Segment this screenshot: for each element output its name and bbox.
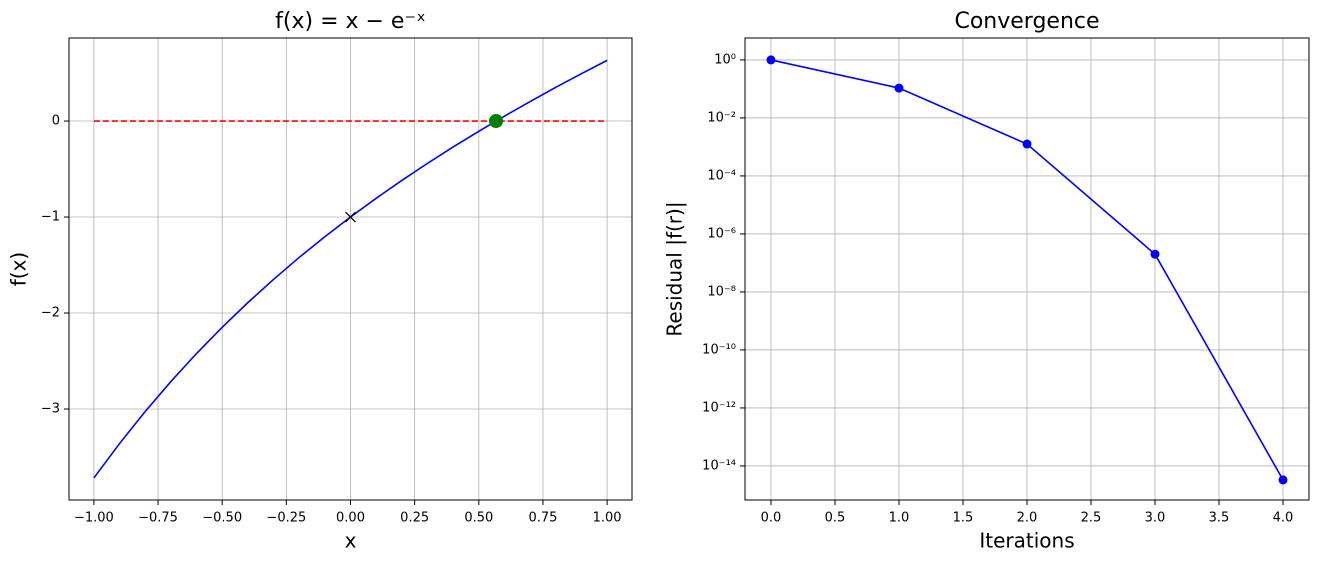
marker <box>345 211 356 223</box>
y-tick-label: 10⁻² <box>707 110 736 125</box>
y-tick-label: 10⁻¹² <box>702 400 736 415</box>
x-tick-label: 1.5 <box>953 511 974 526</box>
x-tick-label: 1.00 <box>593 511 622 526</box>
marker <box>894 83 904 93</box>
y-tick-label: 0 <box>52 114 60 129</box>
y-tick-label: 10⁻¹⁰ <box>702 342 736 357</box>
x-tick-label: 0.00 <box>336 511 365 526</box>
plot-frame <box>68 37 633 501</box>
x-tick-label: −0.75 <box>138 511 178 526</box>
x-tick-label: 3.5 <box>1209 511 1230 526</box>
x-tick-label: 1.0 <box>889 511 910 526</box>
x-axis-label: Iterations <box>979 529 1074 553</box>
x-tick-label: 2.5 <box>1081 511 1102 526</box>
y-tick-label: −1 <box>41 210 60 225</box>
y-tick-label: 10⁰ <box>714 52 736 67</box>
marker <box>1022 139 1032 149</box>
x-tick-label: 0.50 <box>464 511 493 526</box>
marker <box>1278 475 1288 485</box>
y-axis-label: f(x) <box>7 252 31 286</box>
y-tick-label: −2 <box>41 306 60 321</box>
x-tick-label: 0.5 <box>825 511 846 526</box>
x-tick-label: 0.25 <box>400 511 429 526</box>
x-tick-label: 0.0 <box>761 511 782 526</box>
x-tick-label: −0.50 <box>202 511 242 526</box>
marker <box>766 55 776 65</box>
y-tick-label: 10⁻⁶ <box>707 226 736 241</box>
marker <box>1150 249 1160 259</box>
plot-frame <box>744 37 1310 501</box>
y-tick-label: 10⁻¹⁴ <box>702 458 736 473</box>
chart-title: f(x) = x − e⁻ˣ <box>275 9 426 34</box>
y-tick-label: −3 <box>41 402 60 417</box>
x-tick-label: 3.0 <box>1145 511 1166 526</box>
y-axis-label: Residual |f(r)| <box>663 201 687 336</box>
y-tick-label: 10⁻⁴ <box>707 168 736 183</box>
x-tick-label: 0.75 <box>528 511 557 526</box>
chart-title: Convergence <box>954 9 1099 34</box>
y-tick-label: 10⁻⁸ <box>707 284 736 299</box>
x-axis-label: x <box>345 529 357 553</box>
x-tick-label: 2.0 <box>1017 511 1038 526</box>
x-tick-label: −1.00 <box>74 511 114 526</box>
x-tick-label: 4.0 <box>1273 511 1294 526</box>
x-tick-label: −0.25 <box>266 511 306 526</box>
marker <box>488 114 503 129</box>
